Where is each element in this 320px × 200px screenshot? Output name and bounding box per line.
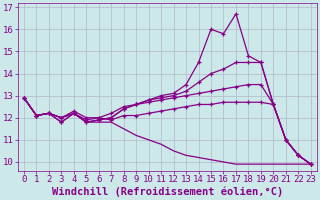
X-axis label: Windchill (Refroidissement éolien,°C): Windchill (Refroidissement éolien,°C) <box>52 187 283 197</box>
